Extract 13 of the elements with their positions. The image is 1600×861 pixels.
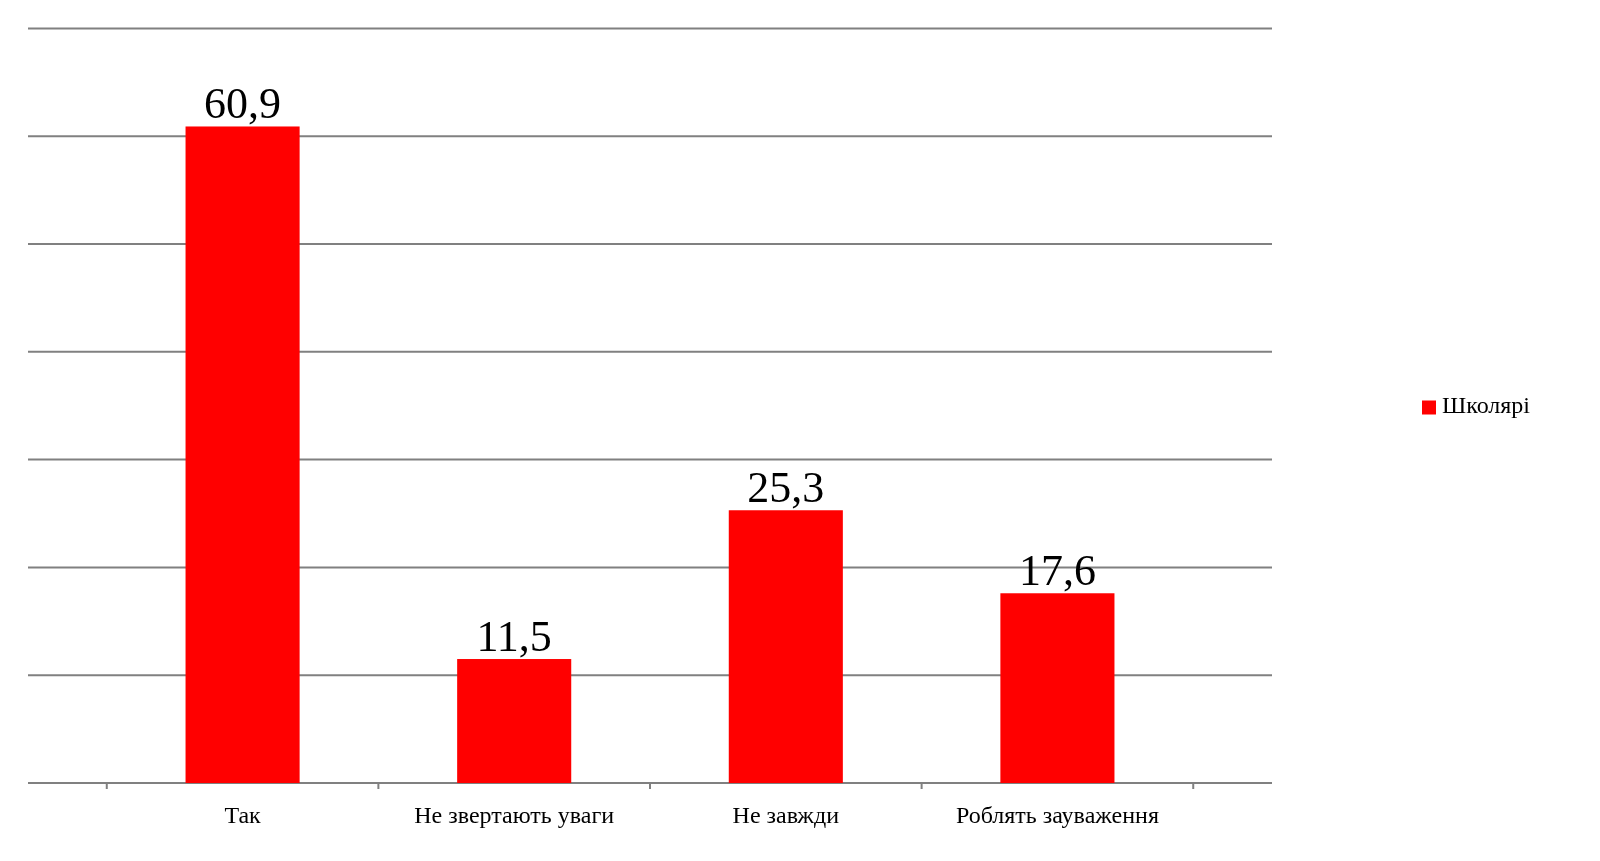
data-label: 17,6 [1018,546,1096,596]
bar [728,510,843,783]
legend-label: Школярі [1442,392,1531,419]
x-tick-label: Не завжди [732,802,840,828]
data-label: 60,9 [204,79,282,129]
data-label: 25,3 [747,463,825,513]
x-tick-label: Не звертають уваги [414,802,615,828]
x-tick-label: Роблять зауваження [955,802,1159,828]
bar [457,659,572,783]
bar [185,126,300,783]
data-label: 11,5 [476,612,552,662]
x-tick-label: Так [224,802,262,828]
bar [1000,593,1115,783]
